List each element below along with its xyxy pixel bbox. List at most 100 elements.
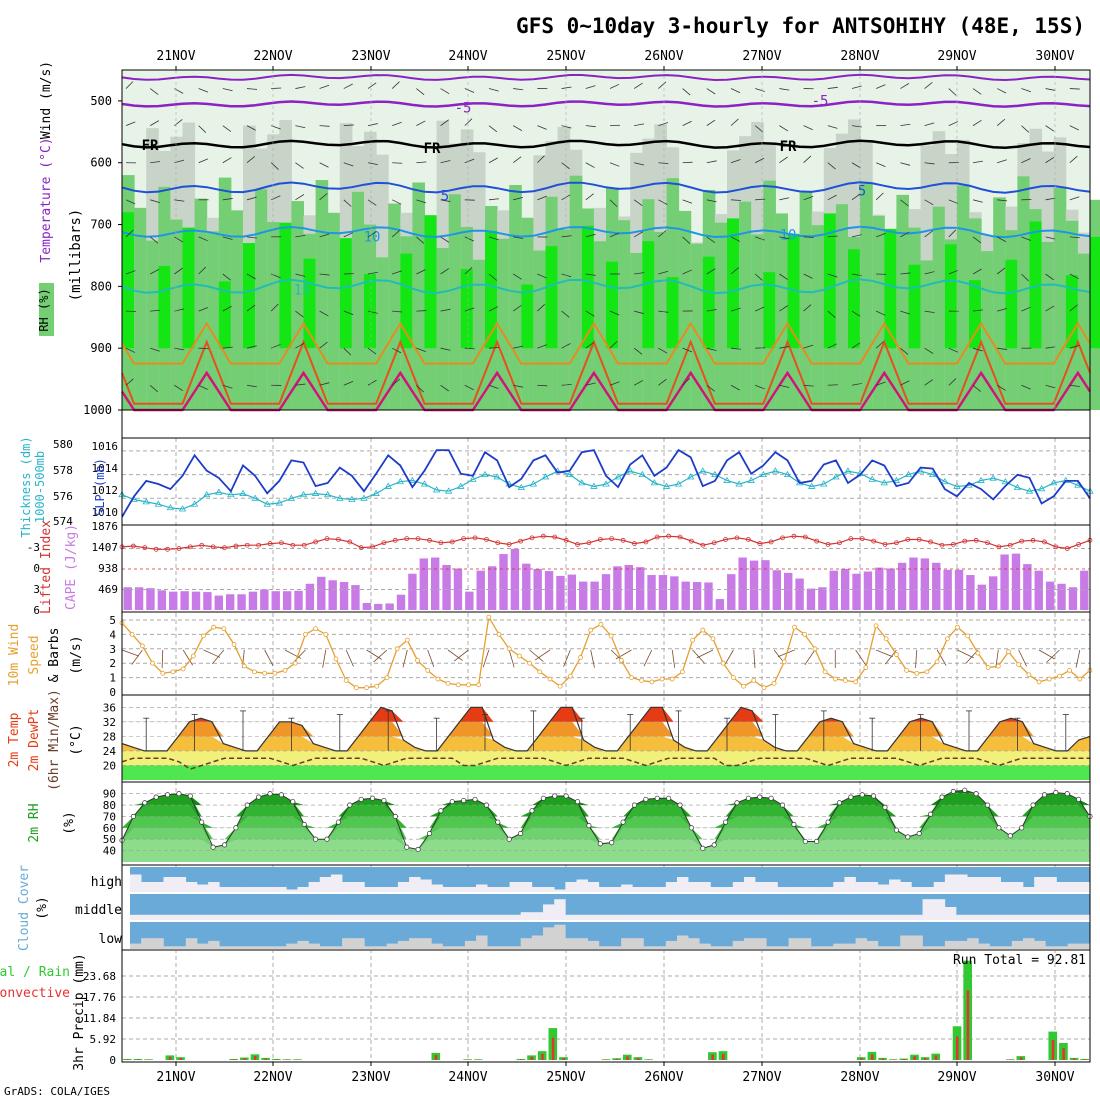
wind-barb <box>851 342 861 349</box>
rh-bright-column <box>182 227 196 349</box>
rh2m-point <box>233 825 239 831</box>
cape-bar <box>476 570 485 610</box>
cloud-low-block <box>967 938 979 949</box>
rh-axis-label: RH (%) <box>37 288 51 331</box>
wind10m-point <box>241 663 247 669</box>
precip-convective-bar <box>253 1056 257 1060</box>
cloud-low-block <box>822 946 834 949</box>
rh-mid-column <box>811 225 825 410</box>
rh2m-point <box>791 821 797 827</box>
lifted-index-point <box>597 537 603 542</box>
cloud-middle-block <box>453 914 466 920</box>
cape-bar <box>829 570 838 610</box>
wind10m-point <box>527 660 532 666</box>
rh2m-point <box>574 799 581 805</box>
cloud-middle-block <box>476 914 488 920</box>
rh-bright-column <box>702 256 716 349</box>
wind-barb <box>755 236 765 241</box>
cape-bar <box>294 590 303 610</box>
lifted-index-point <box>700 542 706 548</box>
thickness-point <box>1025 487 1034 494</box>
cape-bar <box>954 569 964 610</box>
wind10m-point <box>822 669 828 675</box>
cape-bar <box>1023 564 1032 610</box>
thickness-point <box>614 473 622 480</box>
precip-convective-bar <box>562 1058 565 1060</box>
temp2m-tick: 24 <box>103 745 117 758</box>
cloud-high-block <box>1023 887 1035 892</box>
wind-barb <box>730 236 741 242</box>
cloud-low-block <box>721 946 734 949</box>
thickness-point <box>287 494 296 501</box>
cloud-high-block <box>543 887 555 892</box>
wind10m-barb <box>131 649 143 665</box>
wind-barb <box>972 160 983 164</box>
cloud-high-block <box>688 882 700 892</box>
cloud-middle-block <box>1000 914 1013 920</box>
wind-barb <box>900 199 909 207</box>
precip-convective-bar <box>1083 1059 1087 1060</box>
rh-bright-column <box>400 253 413 349</box>
wind-barb <box>851 234 862 238</box>
lifted-index-point <box>985 540 990 546</box>
wind-barb <box>924 347 934 354</box>
rh2m-point <box>984 802 991 808</box>
cloud-middle-block <box>141 914 153 920</box>
wind-barb <box>222 384 233 389</box>
wind-barb <box>948 229 957 238</box>
wind10m-point <box>221 626 227 632</box>
precip-convective-bar <box>434 1055 438 1060</box>
temp2m-unit-label: (°C) <box>69 724 84 755</box>
wind-barb <box>464 267 473 275</box>
temp-contour-5 <box>121 181 1091 194</box>
wind-barb <box>1069 125 1079 131</box>
rh2m-point <box>962 787 968 793</box>
date-label-top: 23NOV <box>351 49 390 64</box>
wind-barb <box>779 236 790 240</box>
cloud-low-block <box>464 940 477 949</box>
wind10m-barb <box>212 649 225 665</box>
cloud-low-block <box>732 940 745 949</box>
wind-barb <box>779 346 790 349</box>
thickness-point <box>602 480 610 487</box>
temp-contour-minus5 <box>121 100 1091 108</box>
cloud-high-block <box>476 884 488 892</box>
cloud-high-block <box>241 887 254 892</box>
rh2m-point <box>449 799 455 805</box>
wind10m-point <box>353 685 359 691</box>
wind10m-point <box>415 657 420 663</box>
cloud-high-block <box>286 889 298 892</box>
wind10m-point <box>578 655 583 660</box>
cloud-middle-block <box>531 912 544 920</box>
cloud-low-block <box>978 943 990 949</box>
rh2m-point <box>950 788 956 794</box>
cloud-low-block <box>810 946 823 949</box>
rh2m-point <box>620 819 626 825</box>
wind-barb <box>997 347 1008 350</box>
wind10m-point <box>802 632 808 637</box>
lifted-index-point <box>768 539 774 545</box>
cloud-low-block <box>833 943 845 949</box>
pressure-tick-label: 800 <box>90 279 112 293</box>
thickness-point <box>892 476 901 483</box>
wind-barb <box>876 232 886 238</box>
rh2m-point <box>836 800 843 806</box>
cloud-low-block <box>308 943 321 949</box>
cloud-high-block <box>1000 882 1013 892</box>
cloud-low-block <box>565 938 577 949</box>
cape-bar <box>419 558 428 610</box>
lifted-index-point <box>916 537 922 542</box>
wind-barb <box>755 198 766 201</box>
thickness-point <box>759 470 768 478</box>
lifted-index-point <box>210 544 216 550</box>
wind-barb <box>948 269 959 275</box>
rh-bright-column <box>303 258 317 349</box>
lifted-index-point <box>575 542 580 547</box>
wind-barb <box>634 123 645 127</box>
wind-barb <box>997 199 1008 202</box>
cloud-high-block <box>208 882 220 892</box>
wind-barb <box>295 310 304 318</box>
wind-barb <box>972 88 982 95</box>
wind10m-point <box>944 636 950 642</box>
wind-barb <box>972 119 982 126</box>
